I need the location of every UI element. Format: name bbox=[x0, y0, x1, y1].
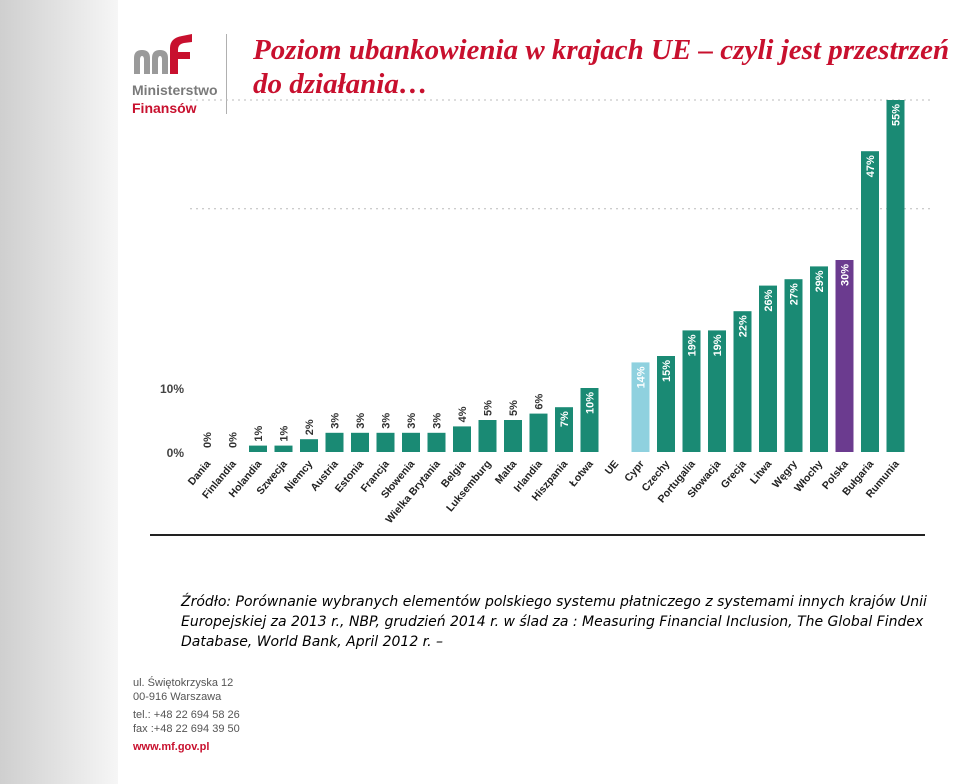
data-label: 3% bbox=[355, 413, 367, 429]
data-label: 30% bbox=[840, 264, 852, 286]
data-label: 6% bbox=[534, 393, 546, 409]
bar bbox=[402, 432, 420, 452]
page-title: Poziom ubankowienia w krajach UE – czyli… bbox=[253, 34, 950, 100]
data-label: 27% bbox=[789, 283, 801, 305]
bar bbox=[708, 330, 726, 452]
data-label: 3% bbox=[406, 413, 418, 429]
data-label: 19% bbox=[712, 334, 724, 356]
contact-website-link[interactable]: www.mf.gov.pl bbox=[133, 741, 210, 753]
ministry-logo: Ministerstwo Finansów bbox=[128, 30, 238, 120]
category-label: Niemcy bbox=[282, 458, 315, 494]
bar bbox=[682, 330, 701, 452]
data-label: 3% bbox=[432, 413, 444, 429]
category-label: Łotwa bbox=[567, 458, 596, 489]
bar-chart: 0%10%Dania0%Finlandia0%Holandia1%Szwecja… bbox=[160, 99, 930, 526]
data-label: 2% bbox=[304, 419, 316, 435]
logo-divider bbox=[226, 34, 227, 114]
data-label: 47% bbox=[865, 155, 877, 177]
bar bbox=[861, 151, 879, 452]
bar bbox=[810, 266, 828, 452]
bar bbox=[274, 445, 293, 452]
data-label: 10% bbox=[585, 392, 597, 414]
bar bbox=[733, 311, 752, 452]
bar bbox=[886, 100, 905, 452]
logo-text-ministerstwo: Ministerstwo bbox=[132, 82, 218, 98]
data-label: 3% bbox=[330, 413, 342, 429]
bar bbox=[478, 420, 497, 452]
bar bbox=[453, 426, 471, 452]
data-label: 14% bbox=[636, 366, 648, 388]
contact-address-city: 00-916 Warszawa bbox=[133, 691, 222, 703]
data-label: 3% bbox=[381, 413, 393, 429]
data-label: 29% bbox=[814, 270, 826, 292]
bar bbox=[631, 362, 650, 452]
contact-address-street: ul. Świętokrzyska 12 bbox=[133, 677, 234, 689]
data-label: 4% bbox=[457, 406, 469, 422]
bar bbox=[504, 420, 522, 452]
y-tick-label: 0% bbox=[167, 446, 185, 460]
data-label: 5% bbox=[508, 400, 520, 416]
bar bbox=[427, 432, 446, 452]
bar bbox=[555, 407, 573, 452]
bar bbox=[300, 439, 318, 452]
bar bbox=[529, 413, 548, 452]
bar bbox=[657, 356, 675, 452]
contact-phone: tel.: +48 22 694 58 26 bbox=[133, 709, 240, 721]
bar bbox=[325, 432, 344, 452]
data-label: 0% bbox=[228, 432, 240, 448]
bar bbox=[249, 445, 267, 452]
data-label: 1% bbox=[279, 425, 291, 441]
bar bbox=[351, 432, 369, 452]
bar bbox=[784, 279, 803, 452]
data-label: 55% bbox=[891, 104, 903, 126]
bar bbox=[759, 285, 777, 452]
source-note: Źródło: Porównanie wybranych elementów p… bbox=[181, 594, 927, 650]
contact-fax: fax :+48 22 694 39 50 bbox=[133, 723, 240, 735]
category-label: Grecja bbox=[719, 458, 749, 491]
data-label: 5% bbox=[483, 400, 495, 416]
bar bbox=[376, 432, 395, 452]
data-label: 22% bbox=[738, 315, 750, 337]
data-label: 15% bbox=[661, 360, 673, 382]
mf-logo-icon bbox=[134, 34, 192, 74]
chart-baseline-rule bbox=[150, 534, 925, 536]
data-label: 19% bbox=[687, 334, 699, 356]
bar bbox=[835, 260, 854, 452]
category-label: Włochy bbox=[792, 458, 825, 494]
y-tick-label: 10% bbox=[160, 382, 184, 396]
data-label: 26% bbox=[763, 289, 775, 311]
category-label: Cypr bbox=[622, 458, 647, 484]
sidebar-band bbox=[0, 0, 118, 784]
bar bbox=[580, 388, 599, 452]
data-label: 7% bbox=[559, 411, 571, 427]
data-label: 1% bbox=[253, 425, 265, 441]
category-label: UE bbox=[603, 458, 622, 477]
logo-text-finansow: Finansów bbox=[132, 100, 197, 116]
data-label: 0% bbox=[202, 432, 214, 448]
